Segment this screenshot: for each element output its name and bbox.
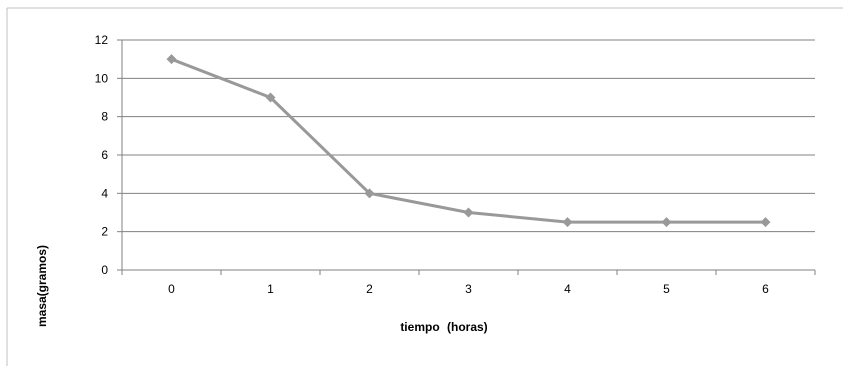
x-tick-label-5: 5: [663, 282, 670, 296]
y-tick-label-4: 4: [101, 186, 108, 200]
data-point-2: [364, 188, 375, 199]
y-tick-label-6: 6: [101, 148, 108, 162]
data-point-1: [265, 92, 276, 103]
x-tick-label-0: 0: [168, 282, 175, 296]
y-tick-label-12: 12: [95, 33, 109, 47]
data-point-6: [760, 217, 771, 228]
data-point-5: [661, 217, 672, 228]
data-point-3: [463, 207, 474, 218]
y-tick-label-2: 2: [101, 225, 108, 239]
data-point-0: [166, 54, 177, 65]
y-tick-label-0: 0: [101, 263, 108, 277]
series-line-0: [170, 57, 766, 224]
y-tick-labels: 0 2 4 6 8 10 12: [95, 33, 109, 277]
x-tick-label-4: 4: [564, 282, 571, 296]
y-axis-title: masa(gramos): [35, 245, 49, 327]
y-tick-label-8: 8: [101, 110, 108, 124]
x-axis-title-unit: (horas): [447, 320, 488, 334]
x-axis-title-main: tiempo: [400, 320, 439, 334]
x-axis-title: tiempo (horas): [400, 320, 487, 334]
series-layer: [166, 54, 771, 228]
axes: [117, 39, 816, 275]
y-tick-label-10: 10: [95, 71, 109, 85]
x-tick-label-6: 6: [762, 282, 769, 296]
x-tick-label-3: 3: [465, 282, 472, 296]
x-tick-label-1: 1: [267, 282, 274, 296]
gridlines: [122, 39, 815, 233]
x-tick-labels: 0 1 2 3 4 5 6: [168, 282, 769, 296]
data-point-4: [562, 217, 573, 228]
x-tick-label-2: 2: [366, 282, 373, 296]
